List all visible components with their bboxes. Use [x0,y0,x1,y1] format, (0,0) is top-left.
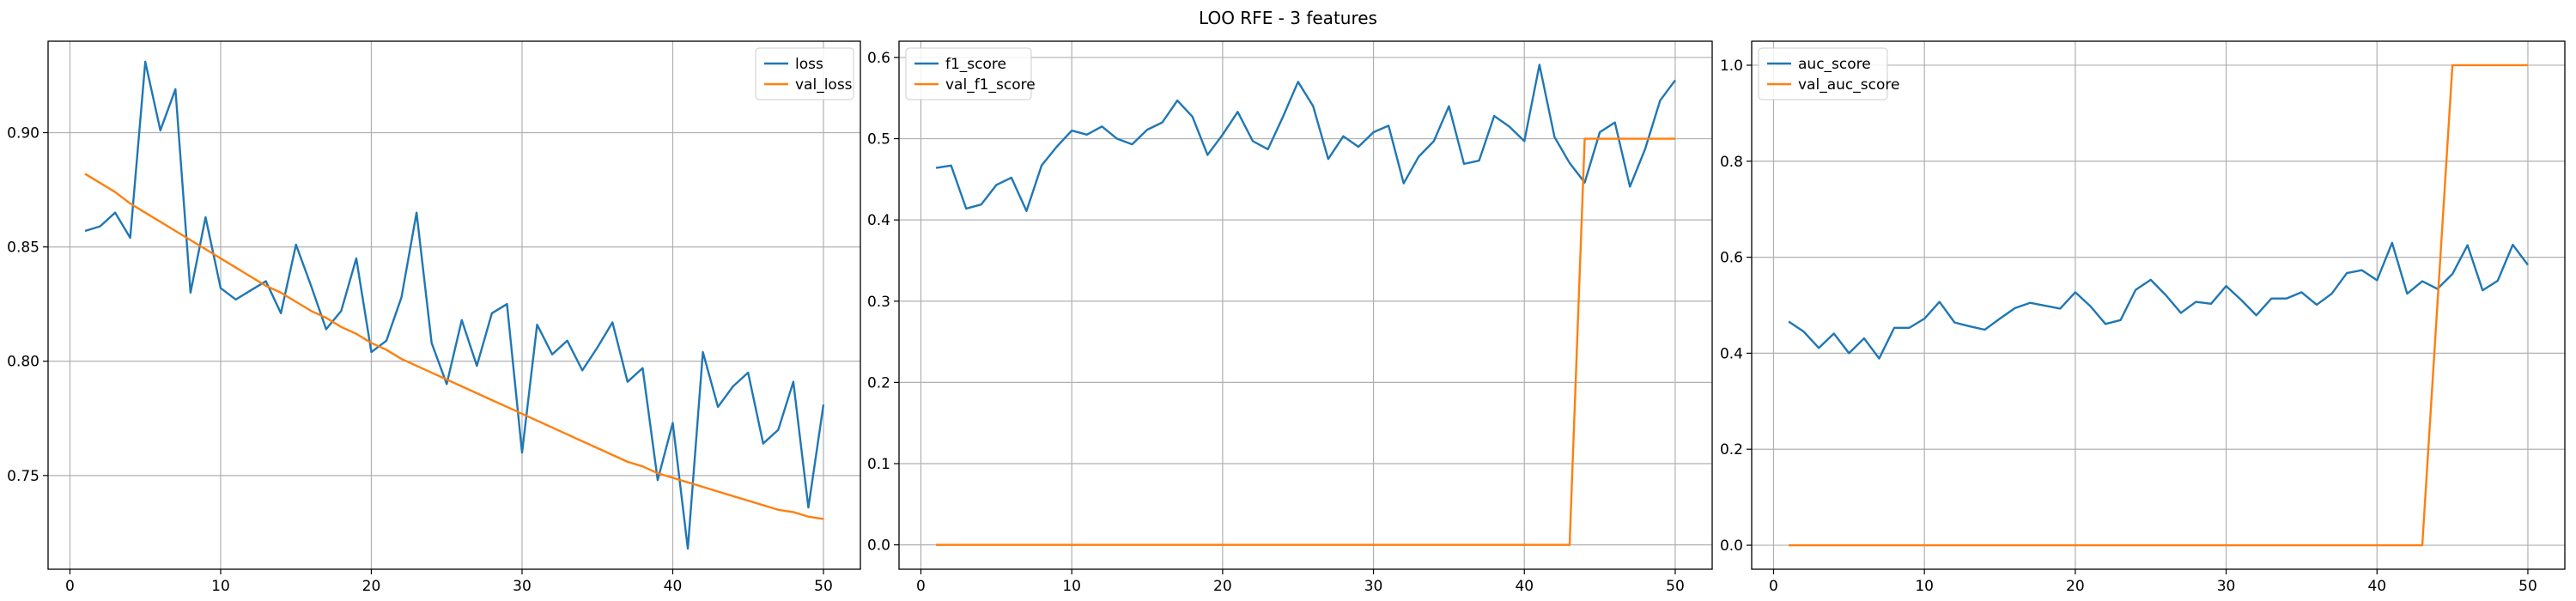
x-tick-label: 10 [1915,578,1934,595]
series-line-val_loss [84,173,824,520]
x-tick-label: 40 [1515,578,1534,595]
x-tick-label: 20 [362,578,381,595]
axes-frame [1751,40,2566,570]
legend-label-f1_score: f1_score [945,56,1006,73]
y-tick-label: 0.6 [867,50,890,67]
legend: auc_score val_auc_score [1758,47,1899,100]
legend-label-val_auc_score: val_auc_score [1798,76,1899,94]
x-tick-label: 50 [1666,578,1685,595]
y-tick-label: 0.80 [7,354,39,371]
y-tick-label: 0.1 [867,456,890,473]
y-tick-label: 0.0 [867,537,890,555]
loss-panel: 0 10 20 30 40 50 0.75 0.80 0.85 0.90 loss val_loss [7,40,861,595]
axes-frame [47,40,861,570]
x-tick-label: 10 [1062,578,1081,595]
y-tick-label: 0.85 [7,240,39,257]
x-tick-label: 0 [65,578,75,595]
y-tick-label: 0.2 [1720,441,1743,458]
legend-label-val_loss: val_loss [795,76,853,94]
legend-label-loss: loss [795,56,823,73]
legend-label-auc_score: auc_score [1798,56,1871,73]
y-tick-label: 0.2 [867,374,890,392]
x-tick-label: 40 [2367,578,2386,595]
axes-frame [898,40,1713,570]
series-line-f1_score [935,64,1676,212]
y-tick-label: 0.6 [1720,250,1743,267]
legend-label-val_f1_score: val_f1_score [945,76,1036,94]
x-tick-label: 0 [916,578,926,595]
x-tick-label: 50 [2518,578,2537,595]
series-line-val_f1_score [936,137,1675,546]
y-tick-label: 0.90 [7,124,39,142]
legend-box [905,47,1032,100]
f1-score-panel: 0 10 20 30 40 50 0.0 0.1 0.2 0.3 0.4 0.5 0.6 f1_score… [867,40,1713,595]
x-tick-label: 0 [1769,578,1778,595]
x-tick-label: 40 [664,578,683,595]
x-tick-label: 10 [211,578,230,595]
series-line-loss [84,60,825,550]
figure-suptitle: LOO RFE - 3 features [1199,8,1377,28]
y-tick-label: 0.0 [1720,537,1743,555]
y-tick-label: 0.4 [1720,345,1743,362]
auc-score-panel: 0 10 20 30 40 50 0.0 0.2 0.4 0.6 0.8 1.0 auc_scoreva… [1720,40,2566,595]
series-line-val_auc_score [1789,64,2528,547]
y-tick-label: 1.0 [1720,58,1743,75]
x-tick-label: 50 [814,578,833,595]
legend-box [755,47,854,100]
legend: loss val_loss [755,47,854,100]
x-tick-label: 30 [513,578,532,595]
y-tick-label: 0.75 [7,468,39,485]
y-tick-label: 0.4 [867,212,890,229]
y-tick-label: 0.3 [867,294,890,311]
y-tick-label: 0.5 [867,131,890,149]
legend-box [1758,47,1888,100]
x-tick-label: 20 [1213,578,1232,595]
x-tick-label: 30 [1364,578,1383,595]
y-tick-label: 0.8 [1720,154,1743,171]
legend: f1_score val_f1_score [905,47,1036,100]
x-tick-label: 30 [2217,578,2236,595]
x-tick-label: 20 [2066,578,2085,595]
series-line-auc_score [1788,241,2529,360]
